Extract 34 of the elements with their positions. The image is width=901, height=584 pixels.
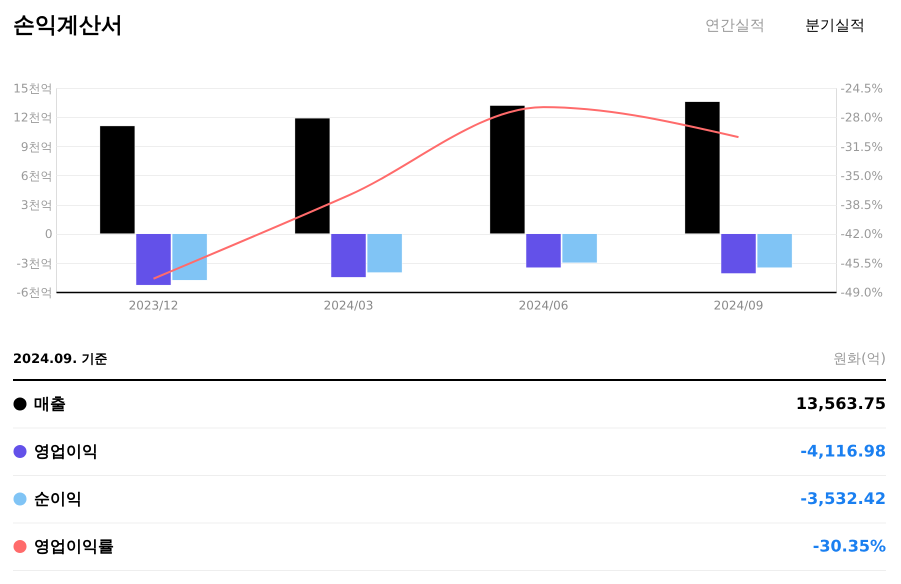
x-tick-label: 2023/12	[128, 298, 178, 312]
legend-label: 순이익	[34, 489, 82, 508]
y-tick-label: -6천억	[16, 286, 52, 300]
legend-label: 매출	[34, 394, 66, 413]
y2-tick-label: -45.5%	[840, 256, 883, 270]
y-tick-label: 15천억	[13, 82, 52, 96]
legend-label: 영업이익률	[34, 536, 114, 556]
chart-title: 손익계산서	[13, 13, 123, 38]
text: -30.35%	[812, 536, 886, 556]
y2-tick-label: -38.5%	[840, 198, 883, 212]
x-tick-label: 2024/09	[714, 298, 764, 312]
y2-tick-label: -35.0%	[840, 168, 883, 183]
text: 원화(억)	[833, 351, 886, 367]
y2-tick-label: -28.0%	[840, 110, 883, 125]
text: -3,532.42	[800, 489, 886, 508]
y-tick-label: 12천억	[13, 110, 52, 125]
text: -4,116.98	[800, 442, 886, 460]
y-tick-label: 9천억	[20, 140, 52, 154]
y-tick-label: -3천억	[16, 256, 52, 270]
y2-tick-label: -42.0%	[840, 227, 883, 242]
text: 13,563.75	[796, 394, 886, 413]
x-tick-label: 2024/03	[324, 298, 374, 312]
text: 분기실적	[805, 16, 865, 34]
y-tick-label: 3천억	[20, 198, 52, 212]
legend-label: 영업이익	[34, 442, 98, 460]
y2-tick-label: -24.5%	[840, 82, 883, 96]
y-tick-label: 0	[44, 227, 52, 242]
y2-tick-label: -31.5%	[840, 140, 883, 154]
y2-tick-label: -49.0%	[840, 286, 883, 300]
line-series	[152, 106, 740, 280]
text: 2024.09. 기준	[13, 352, 108, 367]
text: 연간실적	[705, 16, 765, 34]
y-tick-label: 6천억	[20, 168, 52, 183]
x-tick-label: 2024/06	[518, 298, 568, 312]
